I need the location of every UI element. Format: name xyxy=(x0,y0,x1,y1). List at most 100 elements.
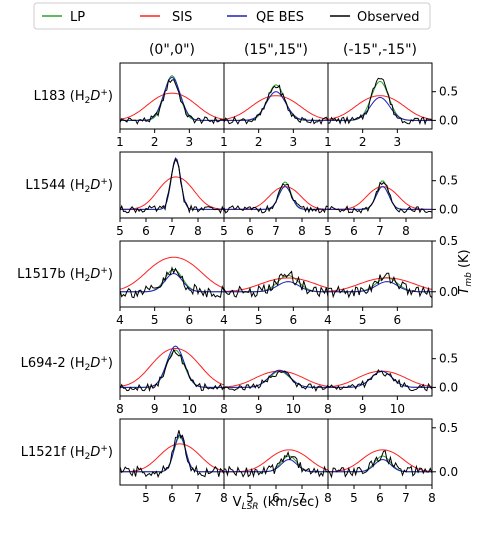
row-label-main: L1521f (H xyxy=(21,445,85,460)
row-label-main: L1544 (H xyxy=(25,178,84,193)
series-observed xyxy=(328,181,432,214)
panel-frame xyxy=(327,329,433,397)
row-label-subscript: 2 xyxy=(85,452,91,462)
series-qe-bes xyxy=(120,434,224,473)
panel-frame xyxy=(327,62,433,130)
series-observed xyxy=(120,266,224,299)
x-tick-label: 1 xyxy=(324,135,332,149)
column-title-center: (0",0") xyxy=(149,42,195,58)
row-label-subscript: 2 xyxy=(85,185,91,195)
x-tick-label: 7 xyxy=(194,491,202,505)
x-axis-label-sub: LSR xyxy=(242,502,259,512)
panel-1-plus15: 5 6 7 8 xyxy=(220,151,329,238)
legend-label-qe-bes: QE BES xyxy=(256,10,304,25)
panel-frame xyxy=(223,418,329,486)
x-axis-label: VLSR (km/sec) xyxy=(233,495,320,512)
panel-4-plus15: 5 6 7 8 xyxy=(223,418,332,505)
x-tick-label: 4 xyxy=(220,313,228,327)
series-lp xyxy=(224,84,328,121)
panel-2-center: 4 5 6 xyxy=(116,240,225,327)
x-axis-label-tail: (km/sec) xyxy=(259,495,320,510)
y-tick-label: 0.0 xyxy=(439,202,458,216)
series-lp xyxy=(224,455,328,473)
x-tick-label: 8 xyxy=(194,224,202,238)
x-tick-label: 8 xyxy=(324,402,332,416)
x-tick-label: 8 xyxy=(220,491,228,505)
series-observed xyxy=(224,270,328,298)
x-tick-label: 8 xyxy=(116,402,124,416)
x-tick-label: 10 xyxy=(182,402,197,416)
row-label-superscript: + xyxy=(100,266,108,276)
x-tick-label: 1 xyxy=(220,135,228,149)
series-sis xyxy=(224,370,328,388)
row-label-tail: D xyxy=(90,356,100,371)
panel-0-center: 1 2 3 xyxy=(116,62,225,149)
y-axis-label-main: T xyxy=(457,286,472,295)
y-tick-label: 0.5 xyxy=(439,85,458,99)
series-observed xyxy=(224,370,328,392)
panel-2-plus15: 4 5 6 xyxy=(220,240,329,327)
x-tick-label: 3 xyxy=(394,135,402,149)
x-tick-label: 2 xyxy=(255,135,263,149)
x-tick-label: 7 xyxy=(402,491,410,505)
series-sis xyxy=(224,95,328,120)
x-tick-label: 3 xyxy=(186,135,194,149)
series-qe-bes xyxy=(120,272,224,293)
x-tick-label: 9 xyxy=(359,402,367,416)
y-axis-label-sub: mb xyxy=(464,272,474,287)
x-tick-label: 6 xyxy=(350,224,358,238)
series-qe-bes xyxy=(328,370,432,388)
series-sis xyxy=(120,92,224,120)
panel-frame xyxy=(119,62,225,130)
row-label-superscript: + xyxy=(100,177,108,187)
x-tick-label: 4 xyxy=(116,313,124,327)
series-sis xyxy=(120,176,224,210)
series-sis xyxy=(120,443,224,473)
series-lp xyxy=(224,181,328,210)
x-tick-label: 5 xyxy=(220,224,228,238)
x-tick-label: 6 xyxy=(272,491,280,505)
x-tick-label: 5 xyxy=(255,313,263,327)
x-tick-label: 9 xyxy=(151,402,159,416)
row-label-subscript: 2 xyxy=(85,96,91,106)
row-label-close: ) xyxy=(108,178,113,193)
row-label-0: L183 (H2D+) xyxy=(34,88,113,106)
x-axis-label-main: V xyxy=(233,495,242,510)
series-observed xyxy=(328,77,432,126)
panel-1-minus15: 5 6 7 8 xyxy=(324,151,433,238)
x-tick-label: 5 xyxy=(116,224,124,238)
x-tick-label: 6 xyxy=(142,224,150,238)
row-label-close: ) xyxy=(108,356,113,371)
panel-3-minus15: 8 9 10 xyxy=(324,329,433,416)
x-tick-label: 5 xyxy=(324,224,332,238)
row-label-main: L183 (H xyxy=(34,89,85,104)
series-lp xyxy=(120,158,224,210)
x-tick-label: 8 xyxy=(298,224,306,238)
series-sis xyxy=(328,449,432,473)
series-observed xyxy=(120,430,224,479)
x-tick-label: 6 xyxy=(376,491,384,505)
x-tick-label: 7 xyxy=(298,491,306,505)
legend-label-observed: Observed xyxy=(357,10,420,25)
series-sis xyxy=(224,277,328,292)
legend-label-sis: SIS xyxy=(172,10,192,25)
row-label-superscript: + xyxy=(100,355,108,365)
column-title-plus15: (15",15") xyxy=(244,42,308,58)
series-sis xyxy=(328,370,432,388)
x-tick-label: 5 xyxy=(359,313,367,327)
panel-2-minus15: 4 5 6 xyxy=(324,240,433,327)
series-qe-bes xyxy=(328,96,432,121)
x-tick-label: 5 xyxy=(350,491,358,505)
panel-0-minus15: 1 2 3 xyxy=(324,62,433,149)
series-lp xyxy=(328,180,432,210)
x-tick-label: 8 xyxy=(324,491,332,505)
x-tick-label: 2 xyxy=(359,135,367,149)
x-tick-label: 7 xyxy=(376,224,384,238)
x-tick-label: 7 xyxy=(272,224,280,238)
y-axis-label: Tmb (K) xyxy=(457,249,474,294)
series-sis xyxy=(328,277,432,292)
series-observed xyxy=(120,158,224,214)
x-tick-label: 9 xyxy=(255,402,263,416)
row-label-tail: D xyxy=(90,178,100,193)
